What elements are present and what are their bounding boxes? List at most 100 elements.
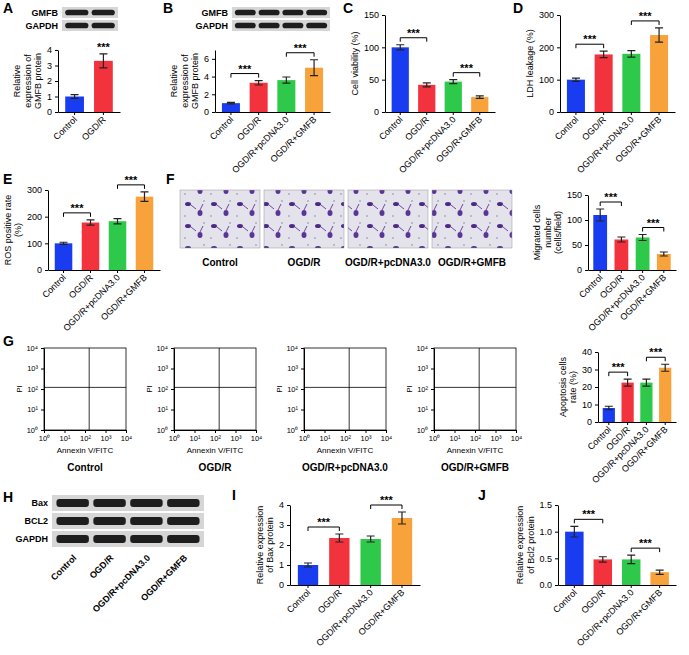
x-tick: 10⁴ (121, 430, 133, 443)
micrograph (432, 190, 512, 248)
error-bar (282, 77, 290, 83)
plot-marks (392, 45, 489, 112)
error-bar (113, 219, 121, 224)
y-axis-title: LDH leakage (%) (525, 29, 535, 98)
y-tick-mark (301, 348, 304, 349)
significance-label: *** (604, 191, 618, 203)
plot-marks (304, 348, 386, 430)
y-tick-mark (301, 369, 304, 370)
bar (94, 61, 113, 112)
y-axis: 0100200300 (539, 10, 561, 117)
blot-strip (232, 7, 330, 18)
micrograph-row: ControlOGD/ROGD/R+pcDNA3.0OGD/R+GMFB (180, 190, 512, 268)
plot-frame (434, 348, 516, 430)
significance-label: *** (612, 361, 626, 373)
y-tick-mark (212, 94, 215, 95)
y-tick: 0 (587, 417, 598, 427)
x-tick-mark (103, 112, 104, 115)
y-tick-mark (41, 369, 44, 370)
bar (222, 103, 240, 112)
micrograph (348, 190, 428, 248)
y-axis: 01234 (279, 500, 291, 590)
y-tick: 0.5 (539, 554, 558, 564)
x-axis: ControlOGD/ROGD/R+pcDNA3.0OGD/R+GMFB (285, 585, 421, 648)
error-bar (60, 242, 68, 244)
error-bar (396, 45, 404, 50)
panel-letter: A (3, 0, 13, 16)
y-axis-title: Cell viability (%) (350, 31, 360, 95)
x-axis: 10⁰10¹10²10³10⁴ (429, 430, 522, 443)
error-bar (398, 512, 406, 524)
x-axis-line (589, 270, 677, 271)
y-tick-label: 0 (37, 265, 42, 275)
error-bar (449, 80, 457, 84)
y-tick-label: 50 (369, 75, 379, 85)
quadrant-line (219, 348, 220, 430)
x-tick: 10² (470, 430, 481, 443)
y-tick-mark (41, 430, 44, 431)
y-tick: 0 (204, 107, 215, 117)
x-tick: 10⁰ (429, 430, 440, 443)
error-bar (642, 379, 650, 386)
y-tick: 0 (47, 107, 58, 117)
x-axis-line (291, 585, 421, 586)
x-tick-label: OGD/R+GMFB (268, 114, 318, 164)
blot-band (235, 23, 256, 29)
x-tick-label: 10³ (101, 434, 112, 443)
bar (659, 368, 671, 422)
panel-letter: B (163, 0, 173, 16)
panel-letter: C (343, 0, 353, 16)
x-tick: 10⁴ (251, 430, 263, 443)
y-tick-label: 10¹ (287, 405, 298, 414)
error-bar (310, 60, 318, 76)
y-tick-label: 300 (27, 185, 42, 195)
x-tick-mark (308, 585, 309, 588)
y-tick: 10⁰ (417, 426, 434, 435)
bar (471, 97, 488, 112)
x-tick-mark (325, 430, 326, 433)
x-tick: OGD/R (579, 585, 607, 615)
error-bar (596, 209, 604, 221)
blot-band (167, 517, 199, 525)
x-tick-label: Control (553, 114, 581, 142)
x-axis-line (216, 112, 331, 113)
x-tick: OGD/R+GMFB (356, 585, 406, 637)
y-tick: 2 (279, 540, 290, 550)
error-bar (661, 364, 669, 371)
y-tick-mark (585, 245, 588, 246)
x-tick-mark (63, 270, 64, 273)
figure: 01234ControlOGD/R***Relativeexpression o… (0, 0, 689, 655)
y-axis-title: PI (275, 385, 284, 393)
y-tick-mark (382, 15, 385, 16)
y-tick-mark (431, 369, 434, 370)
bar-panel: 0.00.51.01.5ControlOGD/ROGD/R+pcDNA3.0OG… (515, 500, 676, 648)
x-tick-mark (386, 430, 387, 433)
y-axis: 01234 (47, 45, 59, 117)
error-bar (656, 570, 664, 574)
x-tick-mark (600, 270, 601, 273)
x-tick: Control (285, 585, 313, 615)
blot-band (93, 499, 125, 507)
plot-marks (567, 28, 668, 112)
y-axis-line (290, 506, 291, 586)
x-tick-mark (659, 585, 660, 588)
y-axis-line (558, 506, 559, 586)
x-tick-mark (665, 422, 666, 425)
blot-band (93, 517, 125, 525)
y-axis: 0100200300 (27, 185, 49, 275)
blot-strip (52, 495, 204, 511)
micrograph-label: OGD/R+pcDNA3.0 (345, 257, 431, 268)
x-tick-mark (366, 430, 367, 433)
y-tick-label: 0 (374, 107, 379, 117)
x-tick-mark (339, 585, 340, 588)
x-axis: 10⁰10¹10²10³10⁴ (39, 430, 132, 443)
x-tick-mark (631, 112, 632, 115)
y-tick-label: 10⁴ (156, 344, 168, 353)
y-tick-mark (287, 585, 290, 586)
y-axis-title: Relative expressionof Bcl2 protein (515, 506, 536, 585)
x-axis-line (561, 112, 676, 113)
panel-letter: F (166, 171, 175, 187)
y-axis-line (598, 353, 599, 423)
bar (640, 383, 652, 422)
panel-letter: I (232, 487, 236, 503)
